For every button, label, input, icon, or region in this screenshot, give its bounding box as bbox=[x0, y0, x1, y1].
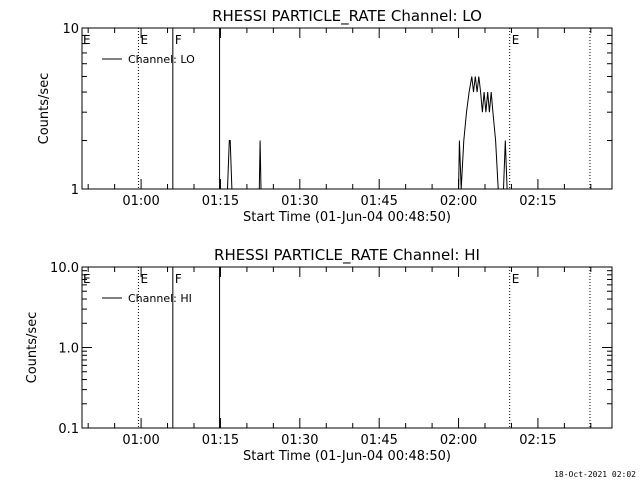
chart2-marker-label: F bbox=[175, 272, 182, 286]
chart1-marker-label: E bbox=[140, 33, 148, 47]
chart1-series-segment bbox=[458, 76, 499, 190]
chart2-xtick-label: 02:15 bbox=[519, 433, 556, 448]
chart2-xtick-label: 01:00 bbox=[122, 433, 159, 448]
chart2-xtick-label: 01:15 bbox=[202, 433, 239, 448]
chart2-xlabel: Start Time (01-Jun-04 00:48:50) bbox=[243, 449, 451, 464]
chart1-edge-label: E bbox=[83, 33, 91, 47]
chart1-xtick-label: 02:15 bbox=[519, 194, 556, 209]
chart2-ylabel: Counts/sec bbox=[25, 312, 40, 384]
chart2-ytick-label: 0.1 bbox=[58, 422, 79, 437]
chart2-ytick-label: 10.0 bbox=[50, 261, 79, 276]
chart1-ytick-label: 1 bbox=[71, 183, 79, 198]
chart2-marker-label: E bbox=[140, 272, 148, 286]
chart1-marker-label: E bbox=[512, 33, 520, 47]
chart2-xtick-label: 01:45 bbox=[360, 433, 397, 448]
chart1-series-segment bbox=[258, 140, 262, 190]
chart2-marker-label: E bbox=[512, 272, 520, 286]
chart1-xtick-label: 01:15 bbox=[202, 194, 239, 209]
chart1-xtick-label: 01:00 bbox=[122, 194, 159, 209]
chart1-xtick-label: 01:45 bbox=[360, 194, 397, 209]
chart2-title: RHESSI PARTICLE_RATE Channel: HI bbox=[214, 246, 480, 265]
chart1-ytick-label: 10 bbox=[62, 22, 79, 37]
chart2-legend-label: Channel: HI bbox=[128, 292, 192, 305]
chart2-xtick-label: 02:00 bbox=[440, 433, 477, 448]
chart1-title: RHESSI PARTICLE_RATE Channel: LO bbox=[212, 7, 482, 26]
chart1-series-segment bbox=[503, 140, 508, 190]
chart2-ytick-label: 1.0 bbox=[58, 342, 79, 357]
chart1-marker-label: F bbox=[175, 33, 182, 47]
chart2-xtick-label: 01:30 bbox=[281, 433, 318, 448]
chart1-ylabel: Counts/sec bbox=[37, 73, 52, 145]
chart1-xtick-label: 01:30 bbox=[281, 194, 318, 209]
footer-timestamp: 18-Oct-2021 02:02 bbox=[554, 470, 636, 479]
chart1-xlabel: Start Time (01-Jun-04 00:48:50) bbox=[243, 210, 451, 225]
chart1-xtick-label: 02:00 bbox=[440, 194, 477, 209]
chart1-frame bbox=[81, 27, 613, 190]
chart1-series-segment bbox=[227, 140, 233, 190]
chart1-legend-label: Channel: LO bbox=[128, 53, 195, 66]
chart2-edge-label: E bbox=[83, 272, 91, 286]
